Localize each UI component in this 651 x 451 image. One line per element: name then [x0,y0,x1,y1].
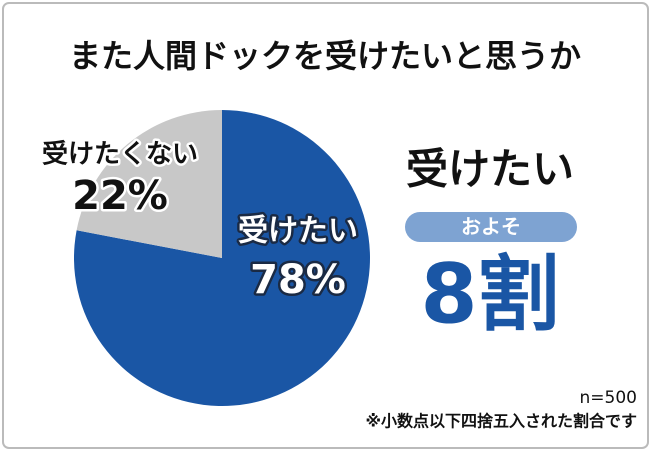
big-figure: 8割 [420,247,559,342]
headline: 受けたい [406,145,574,194]
badge: およそ [461,215,521,239]
slice-label: 受けたい [238,214,358,249]
slice-value: 78% [250,257,346,303]
chart-title: また人間ドックを受けたいと思うか [69,37,581,75]
slice-label: 受けたくない [42,139,198,170]
pie-slice [76,110,222,258]
sample-size: n=500 [580,388,637,408]
note: ※小数点以下四捨五入された割合です [365,412,637,431]
badge-bg [405,212,577,242]
slice-value: 22% [72,173,168,219]
pie-slice [74,110,371,406]
